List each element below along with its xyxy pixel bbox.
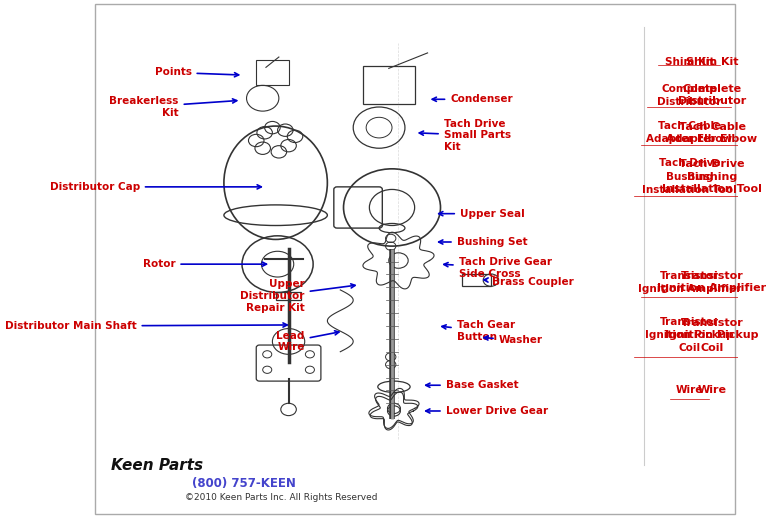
Text: Lower Drive Gear: Lower Drive Gear (426, 406, 547, 416)
Text: Base Gasket: Base Gasket (426, 380, 518, 390)
Text: Brass Coupler: Brass Coupler (484, 277, 574, 287)
Text: Tach Cable
Adapter Elbow: Tach Cable Adapter Elbow (667, 122, 758, 144)
Text: Transistor
Ignition Pickup
Coil: Transistor Ignition Pickup Coil (645, 317, 734, 353)
Text: Transistor
Ignition Pickup
Coil: Transistor Ignition Pickup Coil (665, 318, 758, 353)
Text: ©2010 Keen Parts Inc. All Rights Reserved: ©2010 Keen Parts Inc. All Rights Reserve… (185, 493, 377, 501)
Text: Tach Gear
Button: Tach Gear Button (442, 320, 515, 342)
Text: Washer: Washer (484, 336, 543, 346)
Text: Complete
Distributor: Complete Distributor (678, 84, 746, 106)
Text: Condenser: Condenser (432, 94, 513, 104)
Text: Distributor Main Shaft: Distributor Main Shaft (5, 321, 287, 331)
Text: Tach Drive
Bushing
Installation Tool: Tach Drive Bushing Installation Tool (642, 159, 737, 195)
Text: Rotor: Rotor (142, 259, 266, 269)
Text: (800) 757-KEEN: (800) 757-KEEN (192, 477, 296, 490)
Bar (256, 60, 289, 85)
Bar (363, 66, 414, 105)
Text: Lead
Wire: Lead Wire (276, 330, 339, 352)
Text: Tach Drive
Bushing
Installation Tool: Tach Drive Bushing Installation Tool (662, 159, 762, 194)
Text: Wire: Wire (676, 385, 703, 395)
Text: Tach Cable
Adapter Elbow: Tach Cable Adapter Elbow (646, 121, 732, 145)
Text: Shim Kit: Shim Kit (665, 57, 715, 67)
Text: Breakerless
Kit: Breakerless Kit (109, 96, 236, 118)
Text: Complete
Distributor: Complete Distributor (658, 83, 721, 107)
Bar (462, 275, 491, 286)
Text: Transistor
Ignition Amplifier: Transistor Ignition Amplifier (638, 270, 741, 294)
Text: Transistor
Ignition Amplifier: Transistor Ignition Amplifier (658, 271, 767, 293)
Text: Points: Points (155, 67, 239, 78)
Text: Upper
Distributor
Repair Kit: Upper Distributor Repair Kit (240, 280, 355, 313)
Text: Tach Drive Gear
Side Cross: Tach Drive Gear Side Cross (444, 257, 551, 279)
Text: Bushing Set: Bushing Set (439, 237, 527, 247)
Text: Tach Drive
Small Parts
Kit: Tach Drive Small Parts Kit (420, 119, 511, 152)
Text: Distributor Cap: Distributor Cap (49, 182, 261, 192)
Text: Wire: Wire (698, 385, 727, 395)
Text: Shim Kit: Shim Kit (686, 57, 738, 67)
Text: Keen Parts: Keen Parts (111, 457, 203, 472)
Bar (276, 293, 302, 300)
Text: Upper Seal: Upper Seal (439, 209, 524, 219)
